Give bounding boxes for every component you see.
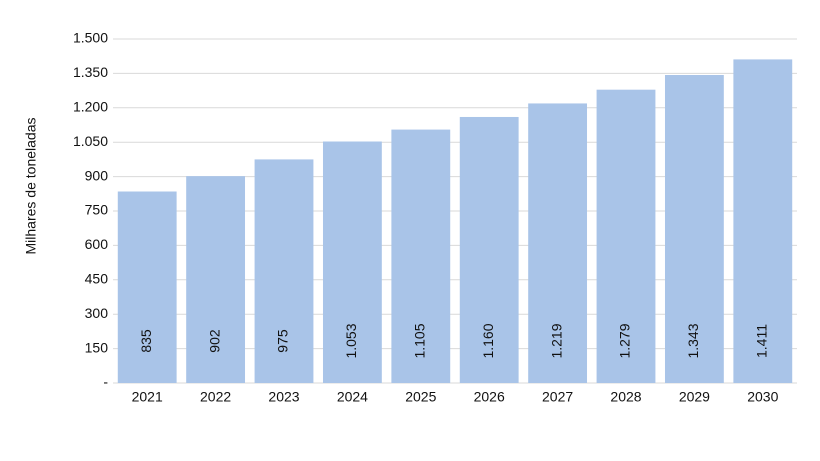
data-label: 1.411 — [754, 324, 770, 358]
x-tick-label: 2023 — [268, 389, 299, 405]
bar — [528, 103, 588, 384]
y-tick-label: 150 — [85, 339, 109, 355]
y-tick-label: 1.350 — [73, 64, 108, 80]
x-tick-label: 2026 — [474, 389, 505, 405]
data-label: 835 — [138, 329, 154, 353]
data-label: 1.279 — [617, 323, 633, 358]
data-label: 1.105 — [412, 323, 428, 358]
y-tick-label: 300 — [85, 305, 109, 321]
y-tick-label: 450 — [85, 271, 109, 287]
y-axis-label: Milhares de toneladas — [23, 118, 39, 255]
x-tick-label: 2027 — [542, 389, 573, 405]
bar — [664, 75, 724, 383]
bar — [117, 191, 177, 383]
y-tick-label: 1.050 — [73, 133, 108, 149]
x-tick-label: 2029 — [679, 389, 710, 405]
bar — [254, 159, 314, 383]
y-tick-label: 600 — [85, 236, 109, 252]
bar — [186, 176, 246, 383]
x-tick-label: 2025 — [405, 389, 436, 405]
y-tick-label: - — [103, 374, 108, 390]
data-label: 1.160 — [480, 323, 496, 358]
x-tick-label: 2024 — [337, 389, 368, 405]
y-tick-label: 1.500 — [73, 30, 108, 46]
y-tick-label: 1.200 — [73, 99, 108, 115]
data-label: 902 — [206, 329, 222, 353]
bar — [459, 116, 519, 384]
bar — [391, 129, 451, 383]
y-tick-label: 750 — [85, 202, 109, 218]
data-label: 1.053 — [343, 323, 359, 358]
data-label: 1.343 — [685, 323, 701, 358]
x-tick-label: 2030 — [747, 389, 778, 405]
data-label: 975 — [275, 329, 291, 353]
bar — [596, 89, 656, 383]
bar — [733, 59, 793, 383]
x-tick-label: 2028 — [610, 389, 641, 405]
bar — [322, 141, 382, 383]
data-label: 1.219 — [548, 323, 564, 358]
x-tick-label: 2021 — [132, 389, 163, 405]
y-tick-label: 900 — [85, 167, 109, 183]
x-tick-label: 2022 — [200, 389, 231, 405]
